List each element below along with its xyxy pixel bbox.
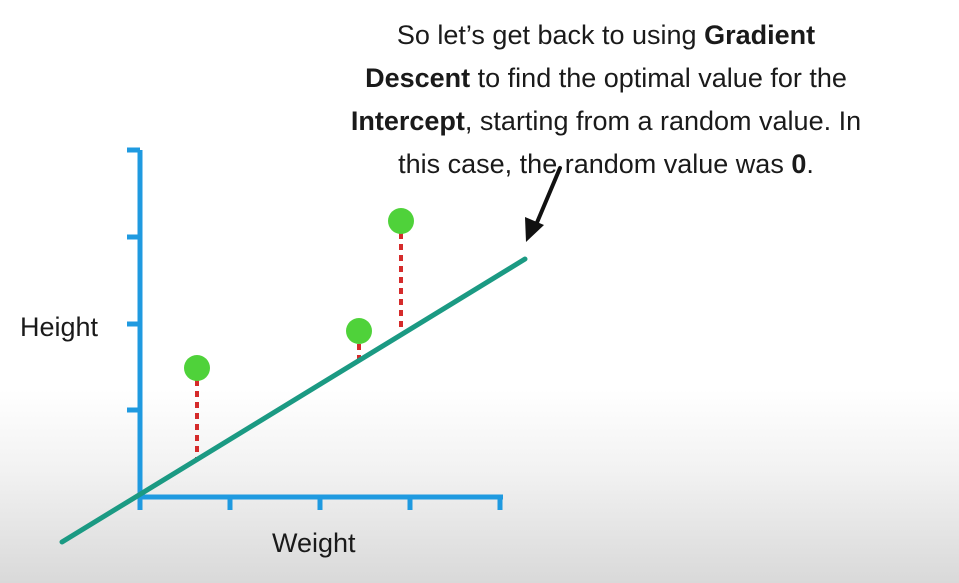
caption-bold-gradient: Gradient [704,20,816,50]
caption-bold-descent: Descent [365,63,471,93]
caption-bold-zero: 0 [791,149,807,179]
y-axis-label: Height [20,312,99,342]
caption-text-part: , starting from a random value. In [464,106,862,136]
data-point-1 [184,355,210,381]
x-axis-label: Weight [272,528,356,558]
caption-line-4: this case, the random value was 0. [398,149,814,179]
pointer-arrow-shaft [531,166,562,234]
pointer-arrow-head [525,217,544,242]
caption-text: So let’s get back to using Gradient Desc… [296,14,916,186]
caption-text-part: So let’s get back to using [396,20,705,50]
data-point-2 [346,318,372,344]
caption-text-part: to find the optimal value for the [470,63,847,93]
regression-line [59,256,528,545]
caption-line-3: Intercept, starting from a random value.… [351,106,861,136]
caption-line-2: Descent to find the optimal value for th… [365,63,847,93]
caption-text-part: . [806,149,814,179]
caption-bold-intercept: Intercept [350,106,465,136]
data-point-3 [388,208,414,234]
caption-line-1: So let’s get back to using Gradient [397,20,815,50]
caption-text-part: this case, the random value was [398,149,792,179]
